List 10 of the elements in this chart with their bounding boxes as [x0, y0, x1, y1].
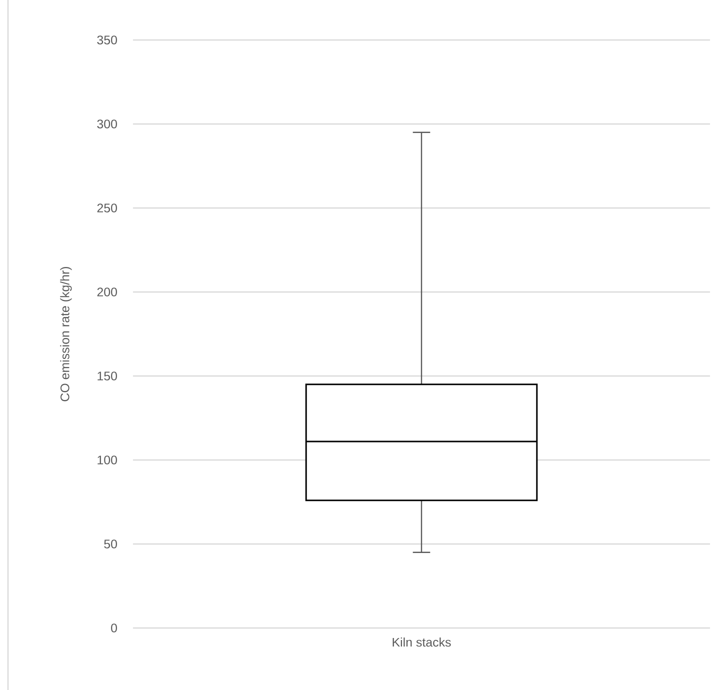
y-tick-label: 350: [97, 36, 117, 44]
y-tick-label: 300: [97, 120, 117, 128]
y-tick-label: 100: [98, 456, 117, 464]
y-axis-title: CO emission rate (kg/hr): [60, 266, 72, 402]
y-tick-label: 50: [104, 540, 117, 548]
y-tick-label: 0: [111, 624, 117, 632]
y-tick-label: 150: [98, 372, 117, 380]
y-tick-label: 200: [97, 288, 117, 296]
y-tick-label: 250: [97, 204, 117, 212]
x-tick-label: Kiln stacks: [392, 638, 451, 647]
